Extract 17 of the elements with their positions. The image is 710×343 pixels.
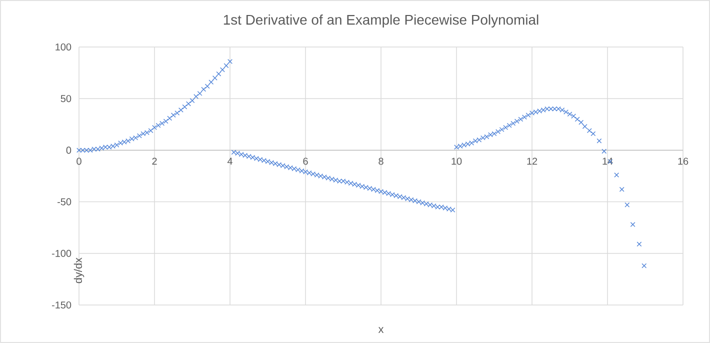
y-axis-title: dy/dx — [74, 258, 84, 284]
x-tick-label: 16 — [678, 158, 688, 165]
x-tick-label: 0 — [76, 158, 82, 165]
x-axis-title: x — [378, 327, 384, 333]
y-tick-label: 50 — [60, 95, 72, 102]
y-tick-label: -50 — [58, 198, 72, 206]
x-tick-label: 12 — [527, 158, 538, 165]
y-tick-label: -100 — [52, 250, 72, 257]
y-tick-label: 100 — [56, 43, 72, 51]
chart-title: 1st Derivative of an Example Piecewise Polynomial — [224, 14, 538, 28]
y-tick-label: 0 — [66, 146, 72, 154]
x-tick-label: 6 — [303, 158, 308, 165]
x-tick-label: 4 — [227, 158, 232, 165]
x-tick-label: 2 — [152, 158, 157, 165]
x-tick-label: 8 — [378, 158, 384, 165]
x-tick-label: 10 — [452, 158, 462, 165]
y-tick-label: -150 — [52, 301, 72, 309]
